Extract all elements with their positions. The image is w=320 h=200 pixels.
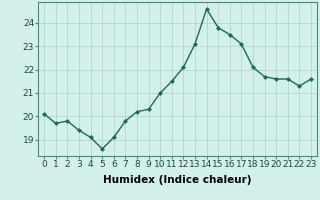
X-axis label: Humidex (Indice chaleur): Humidex (Indice chaleur) (103, 175, 252, 185)
